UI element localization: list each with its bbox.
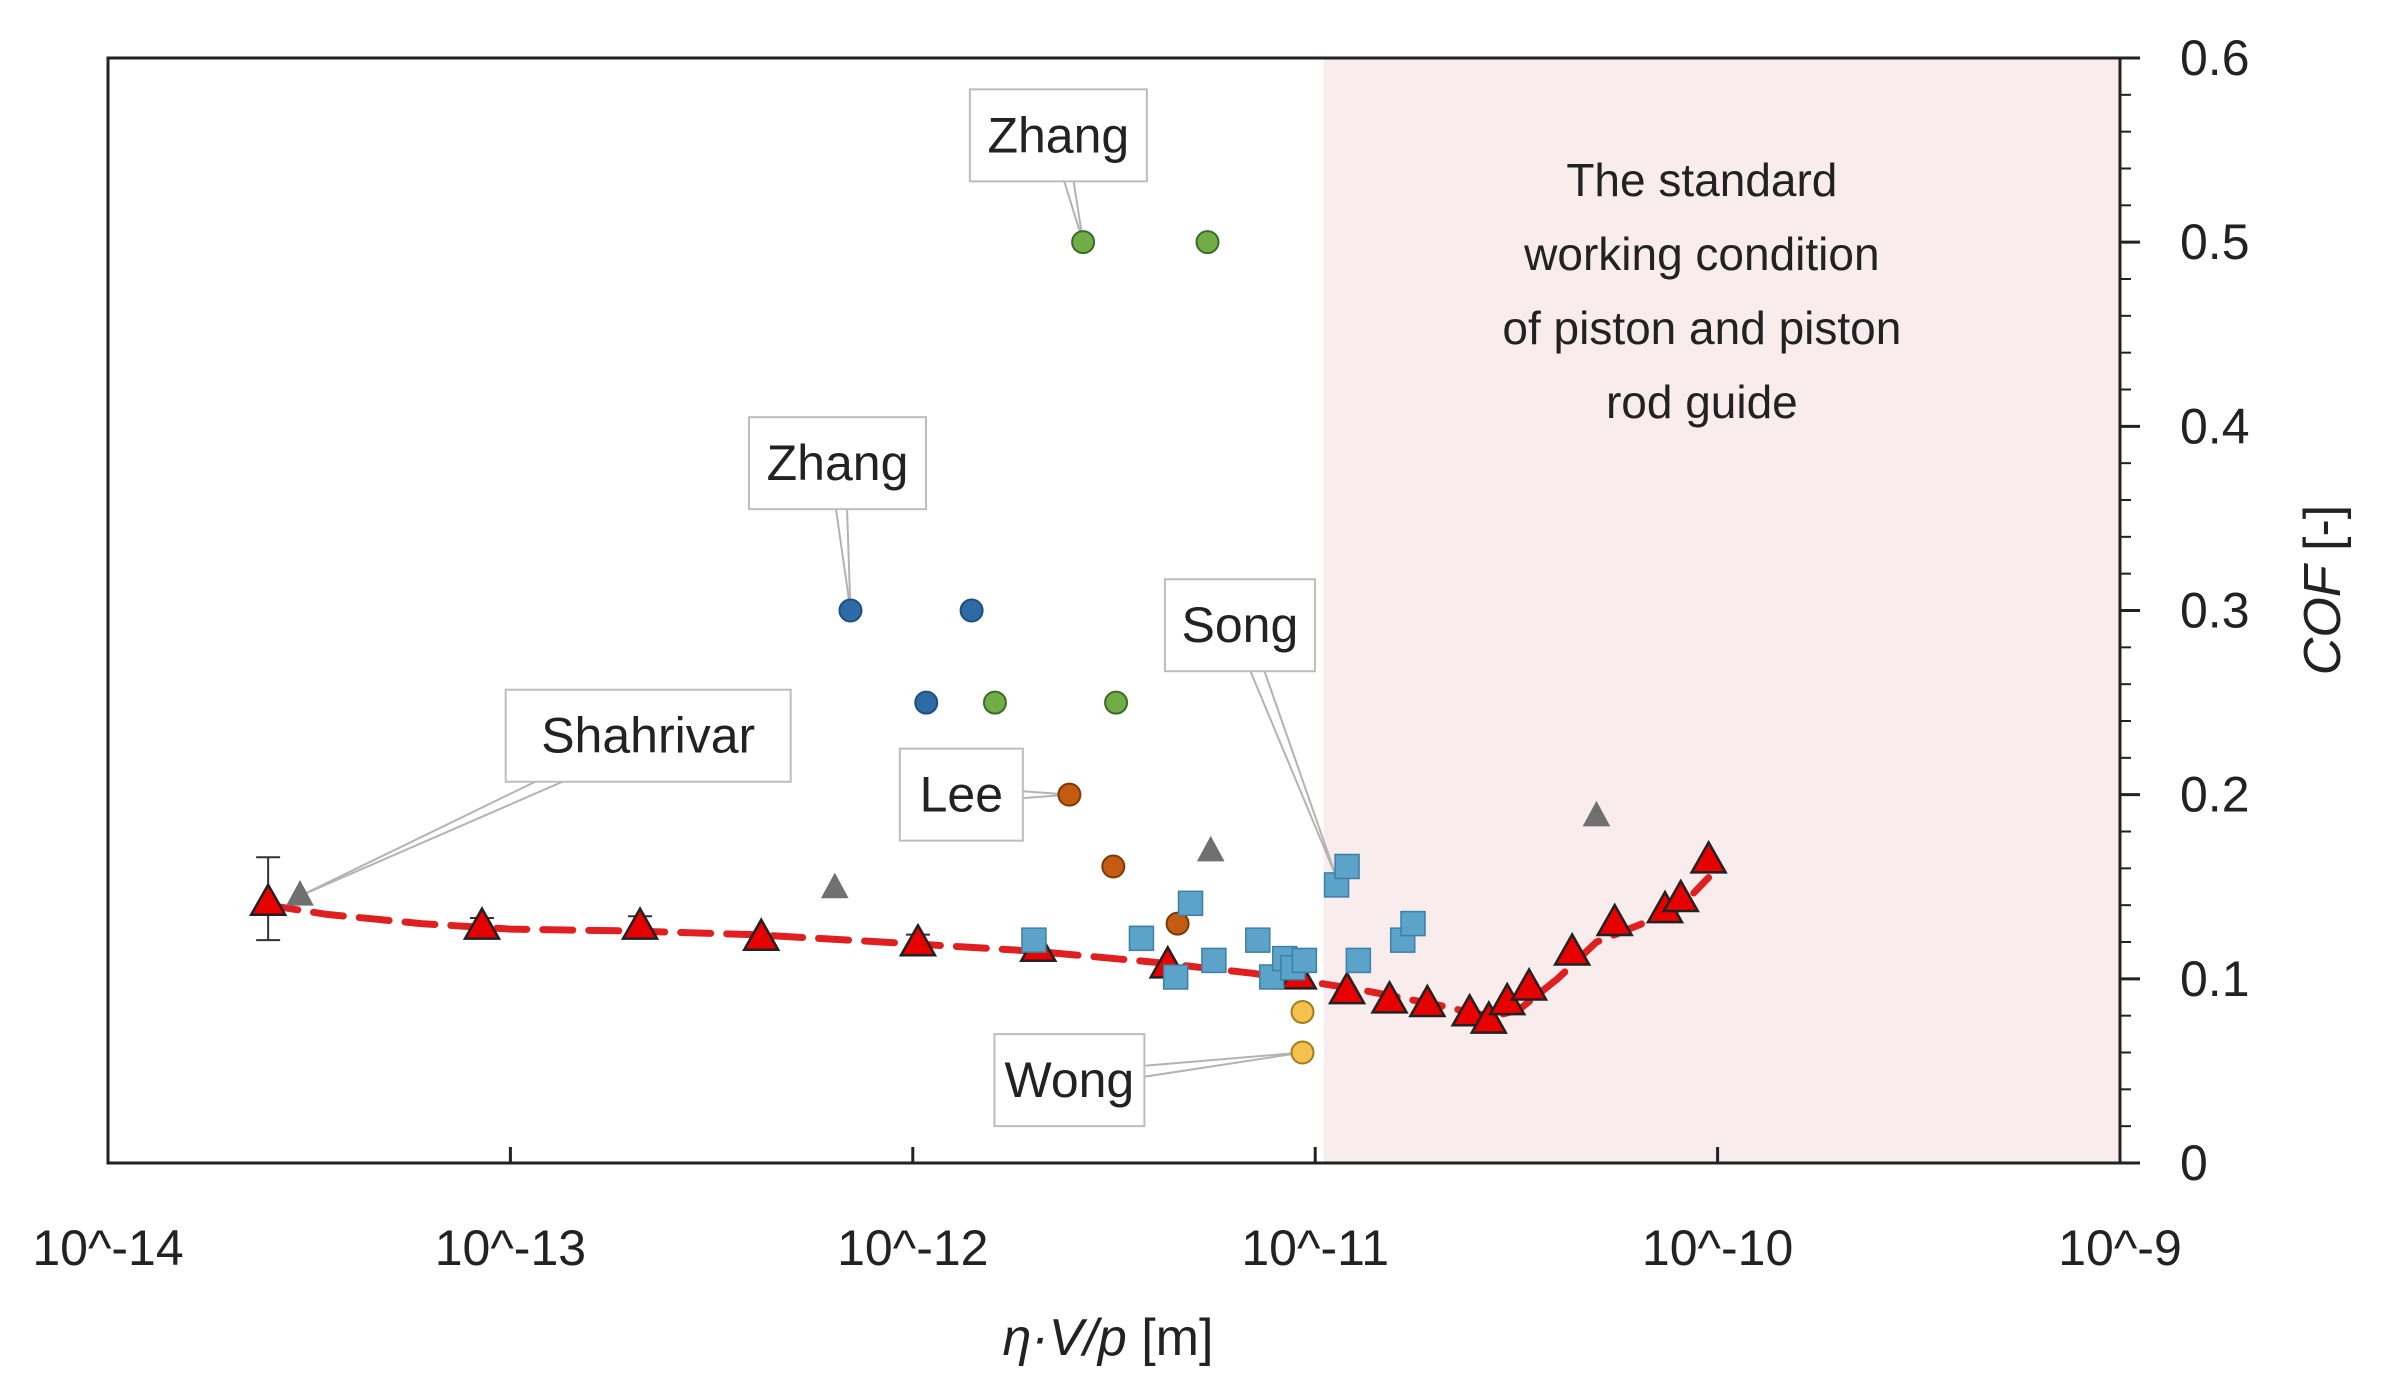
point-zhang-green <box>1071 230 1096 255</box>
x-tick-label: 10^-10 <box>1642 1220 1793 1276</box>
point-zhang-blue <box>959 598 984 623</box>
point-song <box>1291 947 1318 974</box>
point-zhang-green <box>982 690 1007 715</box>
point-song <box>1021 927 1047 953</box>
point-song <box>1400 910 1426 937</box>
point-lee <box>1165 911 1190 936</box>
point-present-study <box>1509 966 1549 1001</box>
point-zhang-blue <box>914 690 939 715</box>
point-present-study <box>1469 1000 1508 1034</box>
point-present-study <box>1327 970 1367 1005</box>
annotation-box <box>993 1033 1146 1128</box>
point-song <box>1128 925 1155 952</box>
annotation-box <box>504 688 792 783</box>
y-axis-title-symbol: COF <box>2294 562 2352 675</box>
point-present-study <box>1689 839 1728 874</box>
point-present-study <box>1408 983 1447 1018</box>
point-present-study <box>742 917 781 951</box>
point-present-study <box>1661 878 1700 913</box>
y-tick-label: 0.5 <box>2180 214 2250 270</box>
point-song <box>1201 947 1227 974</box>
annotation-label: Zhang <box>767 435 909 491</box>
point-present-study <box>620 906 660 940</box>
y-tick-label: 0.3 <box>2180 583 2250 639</box>
annotation-box <box>968 88 1148 183</box>
shaded-region-label-line: The standard <box>1566 154 1837 206</box>
point-shahrivar <box>1196 835 1225 862</box>
x-tick-label: 10^-13 <box>435 1220 586 1276</box>
shaded-region-label-line: working condition <box>1523 228 1879 280</box>
annotation-label: Wong <box>1005 1052 1135 1108</box>
x-tick-label: 10^-11 <box>1241 1220 1389 1276</box>
shaded-region-label-line: of piston and piston <box>1502 302 1901 354</box>
point-song <box>1177 890 1204 917</box>
x-axis-title-unit: [m] <box>1127 1309 1214 1367</box>
point-zhang-green <box>1195 230 1220 255</box>
shaded-region-rect <box>1323 58 2120 1163</box>
y-tick-label: 0.4 <box>2180 398 2250 454</box>
point-shahrivar <box>286 880 314 906</box>
point-wong <box>1290 1040 1315 1065</box>
point-present-study <box>1370 979 1409 1014</box>
x-axis-title-symbol: η·V/p <box>1003 1309 1127 1367</box>
x-axis-title: η·V/p [m] <box>1003 1309 1214 1367</box>
point-shahrivar <box>820 872 849 899</box>
point-present-study <box>462 906 502 940</box>
point-lee <box>1101 854 1126 879</box>
annotation-box <box>898 747 1024 842</box>
annotation-label: Lee <box>920 767 1003 823</box>
point-song <box>1334 853 1360 880</box>
annotation-labels: Zhang Zhang Song Shahrivar Lee Wong <box>504 88 1316 1128</box>
annotation-label: Song <box>1182 597 1299 653</box>
x-tick-label: 10^-9 <box>2058 1220 2182 1276</box>
shaded-region-label: The standard working condition of piston a… <box>1502 154 1901 428</box>
shaded-region <box>1323 58 2120 1163</box>
annotation-box <box>748 416 928 511</box>
point-song <box>1345 947 1372 974</box>
point-shahrivar <box>1582 800 1611 827</box>
point-lee <box>1057 782 1082 807</box>
point-wong <box>1290 999 1315 1024</box>
point-song <box>1245 927 1271 953</box>
point-present-study <box>1450 992 1489 1027</box>
point-song <box>1162 964 1189 990</box>
y-tick-label: 0.6 <box>2180 30 2250 86</box>
shaded-region-label-line: rod guide <box>1606 376 1798 428</box>
data-points <box>248 230 1728 1065</box>
x-tick-label: 10^-12 <box>837 1220 988 1276</box>
point-present-study <box>898 922 938 957</box>
annotation-label: Zhang <box>987 107 1129 163</box>
y-tick-label: 0.2 <box>2180 767 2250 823</box>
point-present-study <box>248 882 288 916</box>
point-present-study <box>1552 931 1592 966</box>
y-axis-title: COF [-] <box>2294 505 2352 675</box>
axes: 10^-14 10^-13 10^-12 10^-11 10^-10 10^-9 0 0.1 0… <box>32 30 2249 1276</box>
point-zhang-green <box>1104 690 1129 715</box>
y-axis-title-unit: [-] <box>2294 505 2352 566</box>
point-present-study <box>1595 902 1634 937</box>
annotation-label: Shahrivar <box>541 708 755 764</box>
point-zhang-blue <box>838 598 863 623</box>
y-tick-label: 0.1 <box>2180 951 2250 1007</box>
annotation-box <box>1163 578 1316 673</box>
y-tick-label: 0 <box>2180 1135 2208 1191</box>
x-tick-label: 10^-14 <box>32 1220 183 1276</box>
